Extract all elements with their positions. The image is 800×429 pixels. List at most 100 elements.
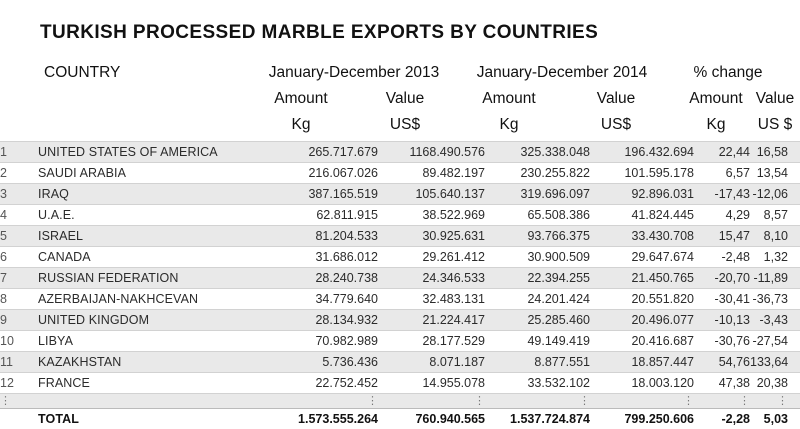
amount-2014: 24.201.424 bbox=[485, 289, 590, 310]
amount-2013: 62.811.915 bbox=[243, 205, 378, 226]
ellipsis-mark: ⋮ bbox=[0, 394, 38, 409]
ellipsis-mark: ⋮ bbox=[485, 394, 590, 409]
pct-change-amount: -17,43 bbox=[694, 184, 750, 205]
header-period-2013: January-December 2013 bbox=[269, 64, 440, 82]
value-2014: 20.496.077 bbox=[590, 310, 694, 331]
pct-change-value: 8,10 bbox=[750, 226, 800, 247]
header-unit-usd-2013: US$ bbox=[390, 116, 420, 134]
value-2013: 89.482.197 bbox=[378, 163, 485, 184]
header-value-2013: Value bbox=[386, 90, 425, 108]
pct-change-amount: 4,29 bbox=[694, 205, 750, 226]
value-2013: 105.640.137 bbox=[378, 184, 485, 205]
amount-2014: 8.877.551 bbox=[485, 352, 590, 373]
amount-2014: 230.255.822 bbox=[485, 163, 590, 184]
country-name: LIBYA bbox=[38, 331, 243, 352]
pct-change-value: 133,64 bbox=[750, 352, 800, 373]
ellipsis-mark: ⋮ bbox=[590, 394, 694, 409]
value-2013: 30.925.631 bbox=[378, 226, 485, 247]
amount-2013: 28.134.932 bbox=[243, 310, 378, 331]
amount-2014: 33.532.102 bbox=[485, 373, 590, 394]
value-2014: 33.430.708 bbox=[590, 226, 694, 247]
table-row: 11 KAZAKHSTAN 5.736.436 8.071.187 8.877.… bbox=[0, 352, 800, 373]
row-number: 12 bbox=[0, 373, 38, 394]
country-name: SAUDI ARABIA bbox=[38, 163, 243, 184]
total-amount-2013: 1.573.555.264 bbox=[243, 409, 378, 429]
pct-change-value: 16,58 bbox=[750, 142, 800, 163]
pct-change-amount: 54,76 bbox=[694, 352, 750, 373]
value-2014: 21.450.765 bbox=[590, 268, 694, 289]
row-number: 2 bbox=[0, 163, 38, 184]
pct-change-value: -11,89 bbox=[750, 268, 800, 289]
header-unit-usd-2014: US$ bbox=[601, 116, 631, 134]
country-name: KAZAKHSTAN bbox=[38, 352, 243, 373]
amount-2013: 70.982.989 bbox=[243, 331, 378, 352]
country-name: AZERBAIJAN-NAKHCEVAN bbox=[38, 289, 243, 310]
row-number: 8 bbox=[0, 289, 38, 310]
pct-change-value: -3,43 bbox=[750, 310, 800, 331]
country-name: RUSSIAN FEDERATION bbox=[38, 268, 243, 289]
value-2013: 14.955.078 bbox=[378, 373, 485, 394]
amount-2013: 28.240.738 bbox=[243, 268, 378, 289]
value-2014: 20.551.820 bbox=[590, 289, 694, 310]
amount-2014: 93.766.375 bbox=[485, 226, 590, 247]
total-value-2014: 799.250.606 bbox=[590, 409, 694, 429]
amount-2014: 30.900.509 bbox=[485, 247, 590, 268]
row-number: 1 bbox=[0, 142, 38, 163]
table-row: 6 CANADA 31.686.012 29.261.412 30.900.50… bbox=[0, 247, 800, 268]
ellipsis-mark: ⋮ bbox=[750, 394, 800, 409]
value-2014: 196.432.694 bbox=[590, 142, 694, 163]
value-2013: 28.177.529 bbox=[378, 331, 485, 352]
ellipsis-mark: ⋮ bbox=[378, 394, 485, 409]
value-2014: 92.896.031 bbox=[590, 184, 694, 205]
total-row: TOTAL 1.573.555.264 760.940.565 1.537.72… bbox=[0, 409, 800, 429]
pct-change-value: 20,38 bbox=[750, 373, 800, 394]
value-2013: 1168.490.576 bbox=[378, 142, 485, 163]
header-period-2014: January-December 2014 bbox=[477, 64, 648, 82]
value-2014: 18.857.447 bbox=[590, 352, 694, 373]
pct-change-amount: -10,13 bbox=[694, 310, 750, 331]
amount-2014: 65.508.386 bbox=[485, 205, 590, 226]
pct-change-amount: 6,57 bbox=[694, 163, 750, 184]
table-row: 8 AZERBAIJAN-NAKHCEVAN 34.779.640 32.483… bbox=[0, 289, 800, 310]
amount-2014: 49.149.419 bbox=[485, 331, 590, 352]
table-row: 9 UNITED KINGDOM 28.134.932 21.224.417 2… bbox=[0, 310, 800, 331]
pct-change-value: -27,54 bbox=[750, 331, 800, 352]
amount-2013: 22.752.452 bbox=[243, 373, 378, 394]
table-row: 7 RUSSIAN FEDERATION 28.240.738 24.346.5… bbox=[0, 268, 800, 289]
row-number: 9 bbox=[0, 310, 38, 331]
table-row: 4 U.A.E. 62.811.915 38.522.969 65.508.38… bbox=[0, 205, 800, 226]
value-2013: 21.224.417 bbox=[378, 310, 485, 331]
table-row: 1 UNITED STATES OF AMERICA 265.717.679 1… bbox=[0, 142, 800, 163]
value-2014: 20.416.687 bbox=[590, 331, 694, 352]
country-name: U.A.E. bbox=[38, 205, 243, 226]
header-country: COUNTRY bbox=[44, 64, 120, 82]
header-unit-kg-2014: Kg bbox=[500, 116, 519, 134]
pct-change-value: -36,73 bbox=[750, 289, 800, 310]
value-2013: 29.261.412 bbox=[378, 247, 485, 268]
country-name: CANADA bbox=[38, 247, 243, 268]
value-2014: 29.647.674 bbox=[590, 247, 694, 268]
amount-2013: 81.204.533 bbox=[243, 226, 378, 247]
ellipsis-mark: ⋮ bbox=[694, 394, 750, 409]
pct-change-value: 1,32 bbox=[750, 247, 800, 268]
country-name: UNITED STATES OF AMERICA bbox=[38, 142, 243, 163]
amount-2014: 25.285.460 bbox=[485, 310, 590, 331]
pct-change-value: 8,57 bbox=[750, 205, 800, 226]
row-number: 5 bbox=[0, 226, 38, 247]
header-value-2014: Value bbox=[597, 90, 636, 108]
total-value-2013: 760.940.565 bbox=[378, 409, 485, 429]
country-name: FRANCE bbox=[38, 373, 243, 394]
amount-2013: 265.717.679 bbox=[243, 142, 378, 163]
value-2013: 32.483.131 bbox=[378, 289, 485, 310]
row-number: 6 bbox=[0, 247, 38, 268]
total-label: TOTAL bbox=[38, 409, 243, 429]
row-number: 11 bbox=[0, 352, 38, 373]
ellipsis-row: ⋮ ⋮ ⋮ ⋮ ⋮ ⋮ ⋮ bbox=[0, 394, 800, 409]
amount-2014: 325.338.048 bbox=[485, 142, 590, 163]
header-amount-2014: Amount bbox=[482, 90, 535, 108]
value-2013: 38.522.969 bbox=[378, 205, 485, 226]
pct-change-value: -12,06 bbox=[750, 184, 800, 205]
header-unit-usd-pct: US $ bbox=[758, 116, 792, 134]
country-name: IRAQ bbox=[38, 184, 243, 205]
header-value-pct: Value bbox=[756, 90, 795, 108]
